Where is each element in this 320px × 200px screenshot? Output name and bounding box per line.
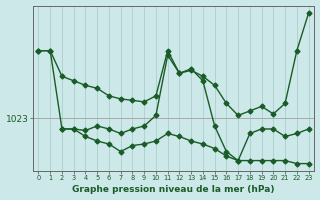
X-axis label: Graphe pression niveau de la mer (hPa): Graphe pression niveau de la mer (hPa) [72, 185, 275, 194]
